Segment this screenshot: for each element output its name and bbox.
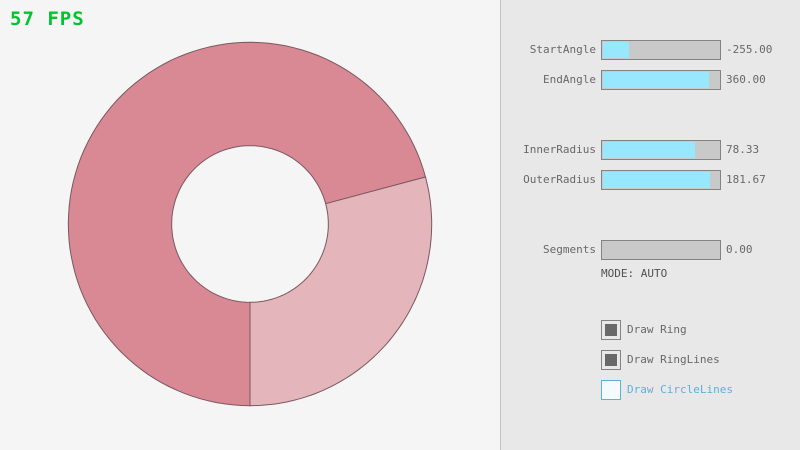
slider-label-segments: Segments [543, 243, 596, 256]
slider-fill [603, 172, 710, 188]
checkbox-label-draw-circlelines: Draw CircleLines [627, 383, 733, 396]
slider-row-segments: Segments 0.00 [501, 240, 800, 260]
slider-value-segments: 0.00 [726, 243, 753, 256]
slider-fill [603, 142, 695, 158]
checkbox-label-draw-ringlines: Draw RingLines [627, 353, 720, 366]
checkbox-draw-ring[interactable]: Draw Ring [601, 320, 800, 340]
slider-fill [603, 42, 629, 58]
mode-label: MODE: AUTO [601, 267, 668, 280]
checkbox-draw-ringlines[interactable]: Draw RingLines [601, 350, 800, 370]
slider-fill [603, 72, 709, 88]
checkbox-label-draw-ring: Draw Ring [627, 323, 687, 336]
slider-value-innerradius: 78.33 [726, 143, 760, 156]
slider-startangle[interactable] [601, 40, 721, 60]
slider-row-endangle: EndAngle 360.00 [501, 70, 800, 90]
fps-counter: 57 FPS [10, 8, 85, 30]
ring-canvas [67, 41, 433, 407]
checkbox-box-checked[interactable] [601, 320, 621, 340]
slider-label-innerradius: InnerRadius [523, 143, 596, 156]
slider-row-outerradius: OuterRadius 181.67 [501, 170, 800, 190]
slider-row-startangle: StartAngle -255.00 [501, 40, 800, 60]
checkbox-box-unchecked[interactable] [601, 380, 621, 400]
slider-label-endangle: EndAngle [543, 73, 596, 86]
slider-row-innerradius: InnerRadius 78.33 [501, 140, 800, 160]
checkbox-draw-circlelines[interactable]: Draw CircleLines [601, 380, 800, 400]
check-mark [605, 324, 617, 336]
slider-label-outerradius: OuterRadius [523, 173, 596, 186]
slider-segments[interactable] [601, 240, 721, 260]
slider-value-outerradius: 181.67 [726, 173, 766, 186]
slider-value-endangle: 360.00 [726, 73, 766, 86]
check-mark [605, 354, 617, 366]
checkbox-box-checked[interactable] [601, 350, 621, 370]
slider-outerradius[interactable] [601, 170, 721, 190]
slider-innerradius[interactable] [601, 140, 721, 160]
slider-endangle[interactable] [601, 70, 721, 90]
settings-panel: StartAngle -255.00 EndAngle 360.00 Inner… [500, 0, 800, 450]
slider-label-startangle: StartAngle [529, 43, 596, 56]
slider-value-startangle: -255.00 [726, 43, 773, 56]
ring-single-light [249, 176, 433, 407]
